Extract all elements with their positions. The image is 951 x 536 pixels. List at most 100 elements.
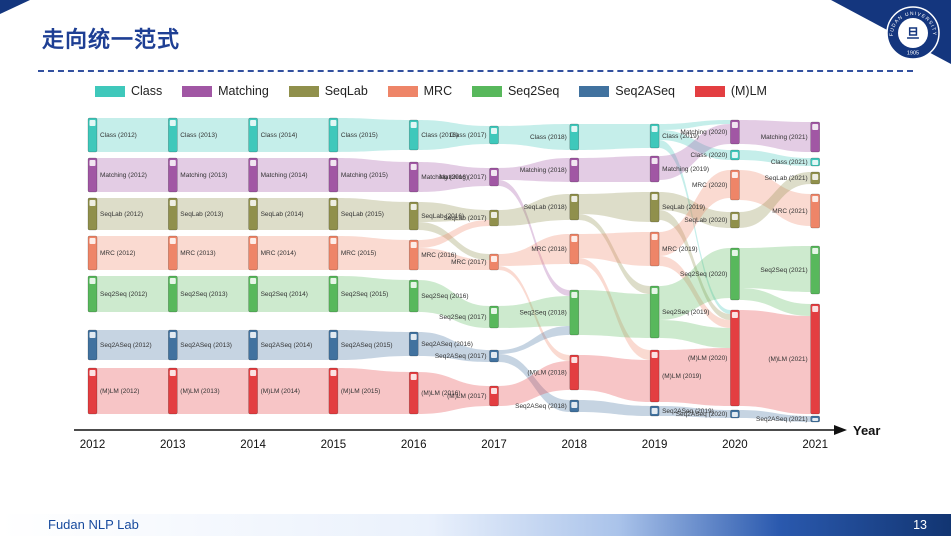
- sankey-link: [739, 288, 811, 316]
- sankey-node-label: Seq2ASeq (2018): [515, 403, 567, 410]
- sankey-node-count-badge: [410, 334, 417, 340]
- sankey-node: [569, 354, 580, 391]
- sankey-link: [418, 162, 490, 192]
- sankey-node: [730, 247, 740, 301]
- sankey-node-count-badge: [571, 402, 578, 408]
- sankey-link: [257, 368, 329, 414]
- sankey-link: [659, 124, 731, 180]
- sankey-node: [87, 157, 98, 193]
- sankey-node: [328, 275, 339, 313]
- sankey-node-count-badge: [169, 238, 176, 244]
- sankey-node-label: Seq2ASeq (2021): [756, 416, 808, 423]
- sankey-node-label: MRC (2021): [772, 208, 807, 215]
- sankey-node-label: (M)LM (2018): [527, 370, 566, 377]
- sankey-node-count-badge: [250, 120, 257, 126]
- sankey-link: [659, 170, 731, 256]
- sankey-node-label: SeqLab (2016): [421, 213, 464, 220]
- sankey-node-label: Seq2ASeq (2019): [662, 408, 714, 415]
- sankey-node-label: Class (2014): [261, 132, 298, 139]
- sankey-link: [257, 118, 329, 152]
- sankey-node-label: Seq2ASeq (2016): [421, 341, 473, 348]
- sankey-node-count-badge: [491, 212, 497, 218]
- sankey-node-count-badge: [410, 204, 417, 210]
- axis-tick-label: 2016: [401, 439, 427, 451]
- sankey-node: [87, 235, 98, 271]
- sankey-link: [578, 214, 651, 294]
- sankey-node-label: SeqLab (2018): [524, 204, 567, 211]
- sankey-link: [177, 158, 249, 192]
- sankey-node: [87, 275, 98, 313]
- sankey-link: [337, 118, 410, 152]
- legend-swatch: [471, 85, 502, 97]
- sankey-node-count-badge: [491, 170, 497, 176]
- sankey-node-count-badge: [812, 306, 819, 312]
- sankey-link: [498, 158, 570, 182]
- sankey-link: [337, 330, 410, 360]
- sankey-link: [418, 222, 490, 260]
- sankey-node-label: SeqLab (2014): [261, 211, 304, 218]
- logo-center-glyph: 旦: [906, 26, 919, 41]
- sankey-link: [659, 130, 731, 160]
- sankey-node-count-badge: [731, 152, 738, 158]
- sankey-node-label: Matching (2012): [100, 172, 147, 179]
- axis-tick-label: 2019: [642, 439, 668, 451]
- legend-label: Class: [131, 84, 163, 98]
- sankey-link: [97, 330, 169, 360]
- sankey-link: [659, 406, 731, 418]
- axis-tick-label: 2017: [481, 439, 507, 451]
- sankey-node-count-badge: [410, 164, 417, 170]
- legend-label: MRC: [423, 84, 453, 98]
- legend-item-mlm: (M)LM: [694, 84, 767, 98]
- sankey-node-count-badge: [571, 357, 578, 363]
- sankey-node-count-badge: [491, 256, 497, 262]
- sankey-node-label: Seq2Seq (2018): [519, 310, 566, 317]
- sankey-link: [578, 192, 651, 222]
- sankey-node: [810, 303, 820, 415]
- sankey-node-count-badge: [250, 332, 257, 338]
- sankey-node-count-badge: [651, 234, 658, 240]
- sankey-link: [578, 290, 651, 338]
- sankey-link: [659, 192, 731, 228]
- sankey-link: [337, 368, 410, 414]
- sankey-node-label: MRC (2016): [421, 252, 456, 259]
- sankey-node-label: Class (2016): [421, 132, 458, 139]
- axis-tick-label: 2012: [80, 439, 106, 451]
- legend-item-seq2aseq: Seq2ASeq: [579, 84, 675, 98]
- legend: Class Matching SeqLab MRC Seq2Seq Seq2ASeq (M)…: [95, 84, 767, 98]
- legend-item-seq2seq: Seq2Seq: [471, 84, 560, 98]
- sankey-node-count-badge: [571, 126, 578, 132]
- sankey-node: [168, 117, 178, 153]
- legend-swatch: [387, 85, 418, 97]
- sankey-node-count-badge: [410, 374, 417, 380]
- sankey-node-count-badge: [812, 160, 819, 165]
- logo-year-text: 1905: [907, 51, 919, 57]
- sankey-node-count-badge: [731, 412, 738, 417]
- sankey-node-label: Class (2018): [530, 134, 567, 141]
- sankey-link: [498, 180, 570, 296]
- sankey-node-count-badge: [651, 352, 658, 358]
- legend-label: (M)LM: [730, 84, 767, 98]
- sankey-link: [177, 198, 249, 230]
- sankey-node-label: MRC (2020): [692, 182, 727, 189]
- sankey-link: [739, 310, 811, 414]
- sankey-node-label: Class (2012): [100, 132, 137, 139]
- sankey-link: [659, 248, 731, 320]
- sankey-node: [87, 197, 98, 231]
- sankey-link: [498, 234, 570, 266]
- sankey-node-count-badge: [731, 122, 738, 128]
- sankey-link: [659, 120, 731, 130]
- sankey-link: [498, 354, 570, 412]
- sankey-node: [408, 371, 419, 415]
- sankey-node-count-badge: [731, 172, 738, 178]
- sankey-node-label: (M)LM (2013): [180, 388, 219, 395]
- legend-label: Seq2Seq: [507, 84, 560, 98]
- sankey-node: [248, 235, 258, 271]
- sankey-node-label: Seq2Seq (2015): [341, 291, 388, 298]
- sankey-node-label: Seq2ASeq (2013): [180, 342, 232, 349]
- sankey-node-label: MRC (2017): [451, 259, 486, 266]
- sankey-node-count-badge: [169, 370, 176, 376]
- page-title: 走向统一范式: [42, 27, 181, 52]
- sankey-node: [649, 231, 660, 267]
- sankey-link: [578, 400, 651, 416]
- axis-tick-label: 2020: [722, 439, 748, 451]
